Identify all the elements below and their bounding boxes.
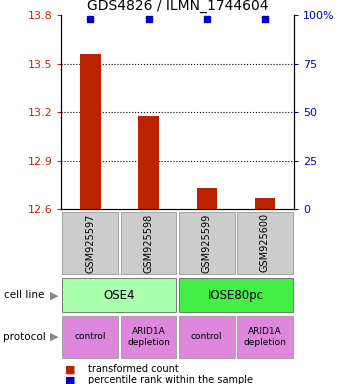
Bar [255,198,275,209]
Bar [179,278,293,312]
Text: OSE4: OSE4 [104,289,135,302]
Bar [80,54,100,209]
Bar [62,212,118,274]
Text: cell line: cell line [4,290,44,300]
Bar [237,316,293,358]
Title: GDS4826 / ILMN_1744604: GDS4826 / ILMN_1744604 [87,0,268,13]
Text: ▶: ▶ [50,332,58,342]
Bar [197,188,217,209]
Bar [121,212,176,274]
Text: control: control [75,333,106,341]
Text: GSM925599: GSM925599 [202,213,212,273]
Text: GSM925597: GSM925597 [85,213,95,273]
Bar [138,116,159,209]
Bar [121,316,176,358]
Bar [62,316,118,358]
Text: protocol: protocol [4,332,46,342]
Text: GSM925600: GSM925600 [260,214,270,272]
Text: IOSE80pc: IOSE80pc [208,289,264,302]
Bar [179,316,234,358]
Text: ARID1A
depletion: ARID1A depletion [127,327,170,347]
Text: transformed count: transformed count [88,364,178,374]
Text: ▶: ▶ [50,290,58,300]
Text: GSM925598: GSM925598 [144,213,154,273]
Bar [237,212,293,274]
Text: ■: ■ [65,364,75,374]
Bar [179,212,234,274]
Text: ARID1A
depletion: ARID1A depletion [244,327,286,347]
Bar [62,278,176,312]
Text: ■: ■ [65,375,75,384]
Text: control: control [191,333,223,341]
Text: percentile rank within the sample: percentile rank within the sample [88,375,252,384]
